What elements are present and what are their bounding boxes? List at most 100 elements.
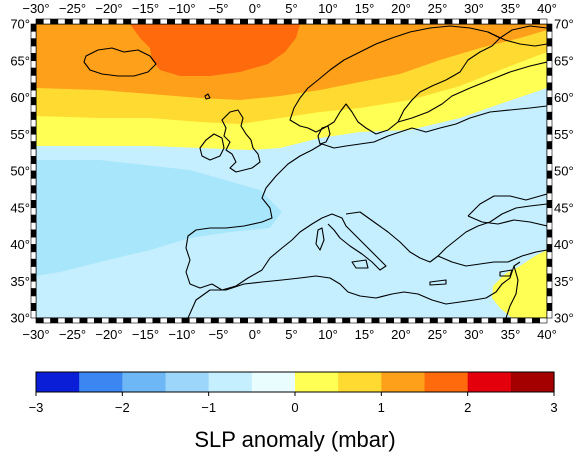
frame-check [313, 317, 321, 324]
frame-check [546, 185, 553, 194]
frame-check [79, 317, 88, 324]
frame-check [30, 170, 37, 179]
lon-tick-label: 30° [464, 1, 484, 16]
frame-check [305, 317, 314, 324]
frame-check [30, 295, 37, 304]
lon-ticks-bottom: −30° −25° −20° −15° −10° −5° 0° 5° 10° 1… [22, 327, 556, 342]
frame-check [225, 317, 234, 324]
lon-tick-label: −10° [168, 327, 195, 342]
frame-check [546, 75, 553, 84]
coast-black-sea [467, 193, 547, 227]
lon-tick-label: 0° [249, 1, 261, 16]
frame-check [123, 18, 132, 25]
frame-check [422, 18, 431, 25]
frame-check [196, 18, 205, 25]
frame-check [30, 288, 37, 297]
frame-check [30, 178, 37, 187]
frame-check [30, 31, 37, 40]
frame-check [218, 18, 227, 25]
frame-check [510, 18, 519, 25]
frame-check [298, 18, 307, 25]
colorbar-swatch [338, 372, 382, 392]
frame-check [225, 18, 234, 25]
frame-check [546, 236, 553, 245]
frame-check [546, 45, 553, 54]
frame-check [261, 317, 270, 324]
frame-check [254, 18, 263, 25]
frame-check [488, 18, 497, 25]
frame-check [546, 288, 553, 297]
frame-check [356, 18, 365, 25]
frame-check [291, 317, 300, 324]
frame-check [386, 317, 394, 324]
frame-check [79, 18, 88, 25]
frame-check [546, 178, 553, 187]
frame-check [437, 18, 446, 25]
frame-check [320, 18, 329, 25]
frame-check [30, 104, 37, 113]
frame-check [422, 317, 431, 324]
frame-check [291, 18, 300, 25]
lat-tick-label: 60° [554, 90, 574, 105]
lat-tick-label: 35° [10, 274, 30, 289]
frame-check [130, 18, 139, 25]
frame-check [101, 317, 110, 324]
frame-check [30, 229, 37, 238]
frame-check [451, 317, 460, 324]
lon-tick-label: 40° [537, 327, 557, 342]
frame-check [30, 119, 37, 128]
lon-tick-label: 35° [501, 1, 521, 16]
frame-check [30, 185, 37, 194]
lat-tick-label: 60° [10, 90, 30, 105]
frame-check [261, 18, 270, 25]
frame-check [342, 18, 351, 25]
frame-check [181, 317, 190, 324]
frame-check [517, 18, 526, 25]
frame-check [30, 251, 37, 260]
frame-check [50, 18, 59, 25]
frame-check [546, 222, 553, 231]
frame-check [546, 214, 553, 223]
frame-check [539, 317, 548, 324]
frame-check [30, 97, 37, 106]
frame-check [524, 317, 533, 324]
colorbar-ticks [35, 392, 555, 396]
frame-check [466, 18, 475, 25]
frame-check [546, 192, 553, 201]
lat-tick-label: 45° [10, 200, 30, 215]
coast-scandinavia [289, 25, 501, 135]
frame-check [30, 45, 37, 54]
lat-tick-label: 30° [554, 311, 574, 326]
frame-check [189, 18, 197, 25]
frame-check [57, 317, 66, 324]
frame-check [30, 141, 37, 150]
frame-check [30, 53, 37, 62]
frame-check [30, 148, 37, 157]
frame-check [334, 317, 343, 324]
frame-check [546, 170, 553, 179]
frame-check [30, 236, 37, 245]
colorbar-swatches [36, 372, 555, 392]
coast-iberia-france [185, 187, 323, 291]
frame-check [130, 317, 139, 324]
frame-check [371, 18, 380, 25]
coast-cyprus [499, 269, 513, 277]
frame-check [152, 317, 161, 324]
frame-check [30, 126, 37, 135]
frame-check [480, 317, 489, 324]
coast-denmark [317, 125, 331, 145]
field-band-yellow-se [492, 250, 547, 318]
colorbar-swatch [36, 372, 80, 392]
frame-check [283, 18, 292, 25]
frame-check [320, 317, 329, 324]
frame-check [72, 18, 81, 25]
coast-sicily [351, 259, 369, 269]
frame-check [123, 317, 132, 324]
frame-check [86, 18, 95, 25]
colorbar-swatch [208, 372, 253, 392]
frame-check [247, 18, 256, 25]
frame-check [495, 18, 504, 25]
frame-check [30, 89, 37, 98]
frame-check [546, 200, 553, 209]
lon-tick-label: −15° [132, 327, 159, 342]
